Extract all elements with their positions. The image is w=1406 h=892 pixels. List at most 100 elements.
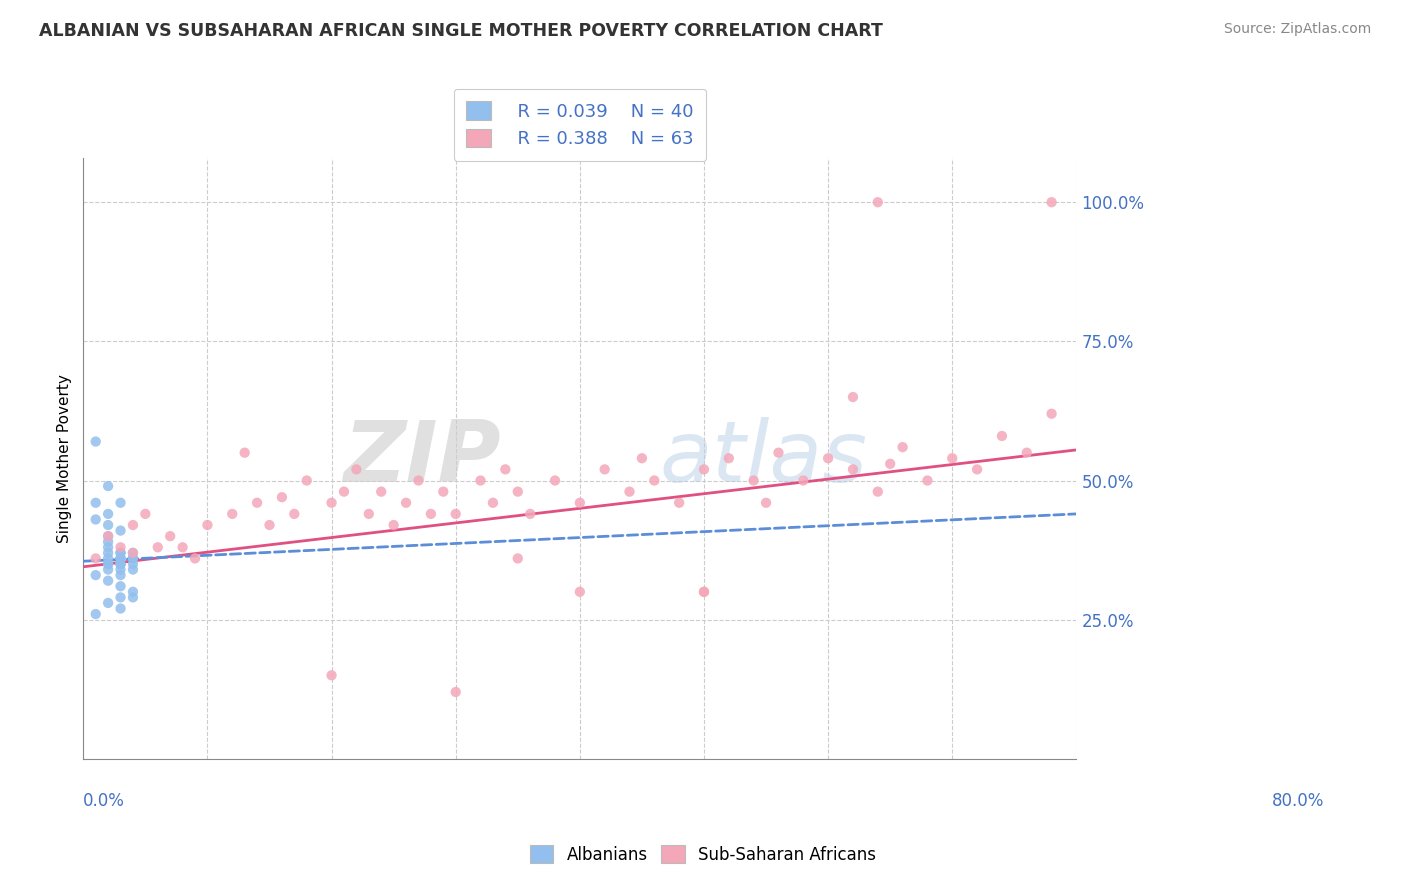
Point bbox=[122, 546, 145, 560]
Point bbox=[344, 462, 367, 476]
Point bbox=[668, 496, 690, 510]
Point bbox=[97, 534, 120, 549]
Point bbox=[84, 607, 107, 621]
Point bbox=[271, 490, 294, 504]
Point bbox=[110, 563, 132, 577]
Point bbox=[97, 529, 120, 543]
Point bbox=[122, 551, 145, 566]
Point bbox=[97, 551, 120, 566]
Point bbox=[122, 591, 145, 605]
Point bbox=[122, 551, 145, 566]
Point bbox=[333, 484, 356, 499]
Point bbox=[221, 507, 243, 521]
Point bbox=[84, 551, 107, 566]
Point bbox=[110, 524, 132, 538]
Point bbox=[110, 591, 132, 605]
Point bbox=[84, 434, 107, 449]
Text: 0.0%: 0.0% bbox=[83, 792, 125, 810]
Point bbox=[97, 557, 120, 571]
Text: ZIP: ZIP bbox=[343, 417, 501, 500]
Point bbox=[110, 557, 132, 571]
Point bbox=[631, 451, 654, 466]
Point bbox=[842, 462, 865, 476]
Point bbox=[470, 474, 492, 488]
Point bbox=[593, 462, 616, 476]
Point bbox=[817, 451, 839, 466]
Point bbox=[395, 496, 418, 510]
Point bbox=[97, 596, 120, 610]
Point bbox=[382, 518, 405, 533]
Point bbox=[568, 496, 591, 510]
Point bbox=[321, 668, 343, 682]
Point bbox=[134, 507, 156, 521]
Point bbox=[233, 445, 256, 459]
Point bbox=[768, 445, 790, 459]
Point bbox=[159, 529, 181, 543]
Point bbox=[1040, 195, 1063, 210]
Point bbox=[792, 474, 814, 488]
Point bbox=[444, 507, 467, 521]
Point bbox=[84, 568, 107, 582]
Point bbox=[891, 440, 914, 454]
Point bbox=[184, 551, 207, 566]
Point bbox=[197, 518, 219, 533]
Point bbox=[122, 584, 145, 599]
Point bbox=[519, 507, 541, 521]
Point bbox=[283, 507, 305, 521]
Point bbox=[122, 557, 145, 571]
Point bbox=[295, 474, 318, 488]
Point bbox=[506, 551, 529, 566]
Point bbox=[941, 451, 963, 466]
Point bbox=[97, 518, 120, 533]
Point bbox=[110, 546, 132, 560]
Point bbox=[1015, 445, 1038, 459]
Point bbox=[693, 584, 716, 599]
Point bbox=[866, 484, 889, 499]
Point bbox=[97, 479, 120, 493]
Point bbox=[122, 563, 145, 577]
Point bbox=[110, 568, 132, 582]
Text: 80.0%: 80.0% bbox=[1272, 792, 1324, 810]
Point bbox=[693, 462, 716, 476]
Point bbox=[544, 474, 567, 488]
Point bbox=[110, 557, 132, 571]
Point bbox=[110, 551, 132, 566]
Point bbox=[84, 496, 107, 510]
Point bbox=[917, 474, 939, 488]
Text: Source: ZipAtlas.com: Source: ZipAtlas.com bbox=[1223, 22, 1371, 37]
Point bbox=[97, 541, 120, 555]
Point bbox=[246, 496, 269, 510]
Point bbox=[419, 507, 441, 521]
Point bbox=[97, 507, 120, 521]
Point bbox=[568, 584, 591, 599]
Point bbox=[321, 496, 343, 510]
Point bbox=[122, 518, 145, 533]
Point bbox=[432, 484, 454, 499]
Point bbox=[693, 584, 716, 599]
Point bbox=[717, 451, 740, 466]
Point bbox=[110, 546, 132, 560]
Point bbox=[110, 541, 132, 555]
Point bbox=[866, 195, 889, 210]
Point bbox=[259, 518, 281, 533]
Point bbox=[357, 507, 380, 521]
Point bbox=[110, 579, 132, 593]
Point bbox=[619, 484, 641, 499]
Point bbox=[444, 685, 467, 699]
Point bbox=[506, 484, 529, 499]
Point bbox=[110, 601, 132, 615]
Point bbox=[991, 429, 1014, 443]
Point bbox=[879, 457, 901, 471]
Point bbox=[494, 462, 516, 476]
Point bbox=[966, 462, 988, 476]
Point bbox=[742, 474, 765, 488]
Point bbox=[408, 474, 430, 488]
Point bbox=[643, 474, 665, 488]
Point bbox=[97, 546, 120, 560]
Point bbox=[842, 390, 865, 404]
Point bbox=[110, 557, 132, 571]
Point bbox=[84, 512, 107, 526]
Y-axis label: Single Mother Poverty: Single Mother Poverty bbox=[58, 374, 72, 542]
Point bbox=[1040, 407, 1063, 421]
Text: ALBANIAN VS SUBSAHARAN AFRICAN SINGLE MOTHER POVERTY CORRELATION CHART: ALBANIAN VS SUBSAHARAN AFRICAN SINGLE MO… bbox=[39, 22, 883, 40]
